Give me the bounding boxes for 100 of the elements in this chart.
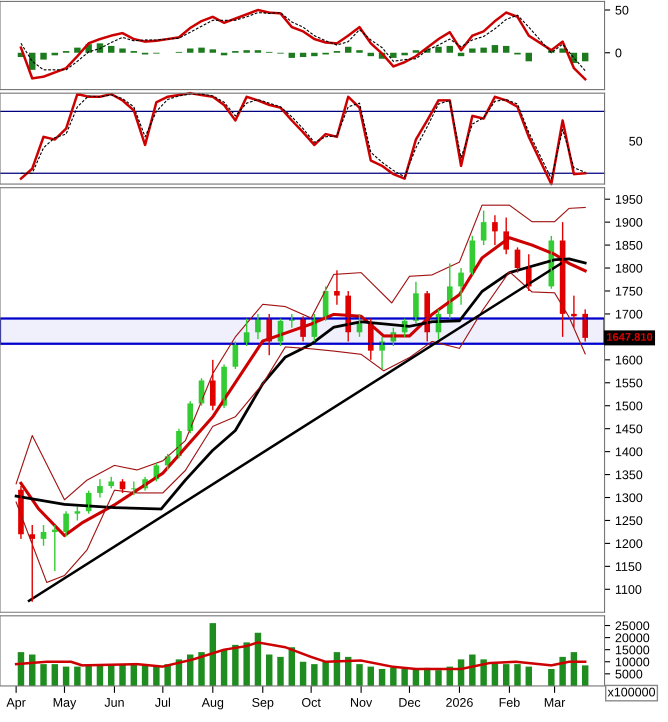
bar	[311, 664, 318, 686]
bar	[334, 652, 340, 686]
bar	[130, 664, 138, 686]
y-tick-label: 1950	[616, 194, 642, 204]
bar	[74, 48, 81, 53]
bar	[210, 49, 216, 53]
bar	[288, 52, 296, 58]
y-tick-label: 1550	[616, 378, 642, 388]
bar	[266, 654, 272, 686]
bar	[220, 650, 228, 686]
bar	[559, 656, 566, 686]
bar	[469, 654, 476, 686]
bar	[469, 48, 476, 53]
bar	[492, 45, 498, 53]
x-tick-label: Apr	[6, 698, 26, 710]
bar	[210, 623, 216, 686]
y-tick-label: 1900	[616, 218, 642, 227]
y-tick-label: 15000	[616, 645, 650, 654]
y-tick-label: 1100	[616, 585, 642, 594]
bar	[254, 632, 262, 686]
candlestick	[40, 524, 46, 546]
bar	[108, 46, 114, 53]
y-tick-label: 10000	[616, 658, 650, 666]
x-tick-label: 2026	[446, 698, 473, 707]
line-series	[14, 641, 586, 670]
bar	[300, 52, 306, 58]
bar	[29, 654, 36, 686]
y-tick-label: 1850	[616, 240, 642, 250]
y-tick-label: 1400	[616, 447, 642, 456]
line-series	[20, 8, 586, 81]
bar	[378, 668, 386, 686]
y-tick-label: 1500	[616, 402, 642, 410]
bar	[153, 666, 160, 686]
y-tick-label: 1200	[616, 539, 642, 548]
bar	[300, 662, 306, 686]
bar	[96, 43, 104, 53]
bar	[62, 666, 70, 686]
bar	[582, 665, 588, 686]
y-tick-label: 1750	[616, 286, 642, 296]
bar	[52, 52, 58, 56]
bar	[412, 50, 420, 53]
candlestick	[97, 478, 103, 498]
x-tick-label: Oct	[302, 698, 321, 707]
bar	[368, 666, 374, 686]
bar	[502, 664, 510, 686]
bar	[446, 46, 453, 53]
bar	[18, 652, 24, 686]
bar	[232, 644, 239, 686]
bar	[52, 664, 58, 686]
x-tick-label: Aug	[202, 698, 224, 710]
y-tick-label: 1250	[616, 516, 642, 526]
bar	[390, 52, 397, 58]
bar	[187, 48, 194, 53]
y-tick-label: 1600	[616, 356, 642, 364]
bar	[435, 46, 442, 53]
bar	[502, 46, 510, 53]
bar	[198, 48, 205, 53]
bar	[288, 647, 296, 686]
bar	[344, 46, 352, 53]
bar	[356, 664, 363, 686]
bar	[40, 52, 47, 60]
y-tick-label: 5000	[615, 670, 642, 678]
bar	[412, 668, 420, 686]
y-tick-label: 1300	[616, 493, 642, 502]
bar	[401, 52, 408, 56]
bar	[356, 50, 363, 53]
bar	[390, 668, 397, 686]
bar	[119, 665, 126, 686]
bar	[514, 664, 521, 686]
y-tick-label: 1450	[616, 424, 642, 434]
y-tick-label: 1150	[616, 562, 642, 572]
bar	[220, 52, 228, 56]
bar	[119, 48, 126, 53]
bar	[570, 652, 578, 686]
bar	[243, 50, 250, 53]
bar	[344, 656, 352, 686]
bar	[187, 654, 194, 686]
annotation: 1647.810	[607, 333, 652, 341]
bar	[29, 52, 36, 70]
bar	[322, 662, 329, 686]
bar	[548, 668, 555, 686]
y-tick-label: 1350	[616, 470, 642, 480]
y-tick-label: 20000	[616, 633, 650, 642]
x-tick-label: Jun	[104, 698, 124, 707]
line-series	[20, 12, 586, 72]
x-tick-label: Mar	[544, 698, 566, 707]
bar	[254, 50, 262, 53]
y-tick-label: 0	[615, 48, 622, 58]
bar	[142, 665, 148, 686]
bar	[108, 664, 114, 686]
y-tick-label: 50	[615, 6, 628, 15]
bar	[526, 666, 532, 686]
line-series	[16, 204, 586, 500]
bar	[492, 662, 498, 686]
x-tick-label: Dec	[399, 698, 420, 707]
candlestick	[120, 478, 126, 494]
x-tick-label: Feb	[500, 698, 520, 707]
bar	[480, 48, 487, 53]
x-tick-label: May	[54, 698, 76, 710]
bar	[435, 670, 442, 686]
